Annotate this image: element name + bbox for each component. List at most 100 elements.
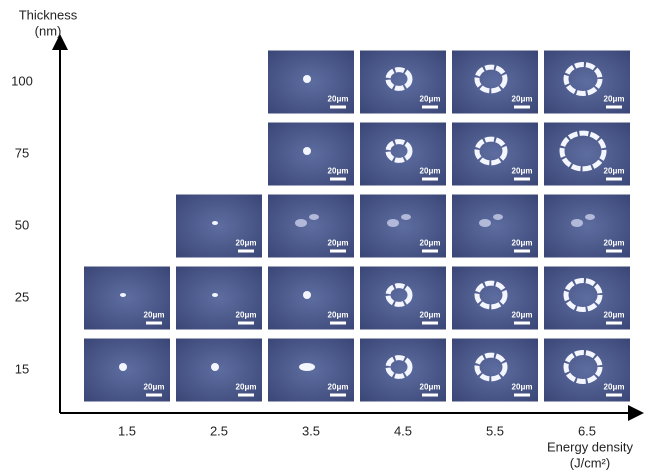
scale-bar bbox=[606, 394, 622, 397]
image-background bbox=[268, 51, 354, 114]
scale-bar-label: 20μm bbox=[236, 239, 257, 248]
image-background bbox=[544, 51, 630, 114]
scale-bar bbox=[330, 106, 346, 109]
scale-bar-label: 20μm bbox=[328, 95, 349, 104]
micrograph: 20μm bbox=[176, 339, 262, 402]
scale-bar-label: 20μm bbox=[604, 239, 625, 248]
damage-spot bbox=[295, 219, 307, 227]
scale-bar-label: 20μm bbox=[512, 239, 533, 248]
image-background bbox=[176, 267, 262, 330]
micrograph: 20μm bbox=[268, 51, 354, 114]
scale-bar bbox=[606, 322, 622, 325]
micrograph: 20μm bbox=[544, 339, 630, 402]
micrograph: 20μm bbox=[452, 195, 538, 258]
image-background bbox=[268, 195, 354, 258]
damage-spot bbox=[120, 293, 126, 297]
scale-bar-label: 20μm bbox=[328, 167, 349, 176]
y-tick-label: 50 bbox=[15, 217, 29, 232]
scale-bar-label: 20μm bbox=[144, 383, 165, 392]
image-background bbox=[452, 195, 538, 258]
image-grid: 20μm20μm20μm20μm20μm20μm20μm20μm20μm20μm… bbox=[84, 51, 630, 402]
y-tick-label: 25 bbox=[15, 289, 29, 304]
damage-spot bbox=[212, 221, 218, 225]
micrograph: 20μm bbox=[360, 195, 446, 258]
scale-bar bbox=[330, 322, 346, 325]
y-axis-title: Thickness bbox=[19, 7, 78, 22]
scale-bar bbox=[514, 394, 530, 397]
figure: Thickness (nm) Energy density (J/cm²) 20… bbox=[0, 0, 655, 474]
scale-bar bbox=[146, 394, 162, 397]
scale-bar bbox=[514, 178, 530, 181]
damage-spot bbox=[479, 219, 491, 227]
damage-spot bbox=[212, 293, 218, 297]
micrograph: 20μm bbox=[268, 267, 354, 330]
scale-bar bbox=[422, 322, 438, 325]
scale-bar bbox=[606, 178, 622, 181]
scale-bar bbox=[330, 394, 346, 397]
micrograph: 20μm bbox=[452, 267, 538, 330]
image-background bbox=[360, 123, 446, 186]
scale-bar bbox=[422, 178, 438, 181]
damage-spot bbox=[303, 75, 311, 83]
x-tick-label: 1.5 bbox=[118, 423, 136, 438]
micrograph: 20μm bbox=[360, 267, 446, 330]
image-background bbox=[452, 339, 538, 402]
scale-bar bbox=[422, 106, 438, 109]
image-background bbox=[268, 267, 354, 330]
scale-bar bbox=[330, 250, 346, 253]
damage-spot bbox=[493, 214, 503, 220]
image-background bbox=[360, 267, 446, 330]
damage-spot bbox=[387, 219, 399, 227]
micrograph: 20μm bbox=[452, 123, 538, 186]
image-background bbox=[84, 339, 170, 402]
x-tick-label: 3.5 bbox=[302, 423, 320, 438]
damage-spot bbox=[401, 214, 411, 220]
damage-spot bbox=[303, 147, 311, 155]
image-background bbox=[268, 123, 354, 186]
y-tick-label: 15 bbox=[15, 361, 29, 376]
y-axis-title: (nm) bbox=[35, 23, 62, 38]
scale-bar-label: 20μm bbox=[420, 95, 441, 104]
image-background bbox=[544, 195, 630, 258]
scale-bar-label: 20μm bbox=[604, 167, 625, 176]
scale-bar-label: 20μm bbox=[604, 383, 625, 392]
x-axis-title: (J/cm²) bbox=[570, 455, 610, 470]
scale-bar-label: 20μm bbox=[420, 239, 441, 248]
damage-spot bbox=[303, 291, 311, 299]
micrograph: 20μm bbox=[176, 267, 262, 330]
micrograph: 20μm bbox=[544, 123, 630, 186]
x-tick-label: 4.5 bbox=[394, 423, 412, 438]
image-background bbox=[84, 267, 170, 330]
scale-bar-label: 20μm bbox=[604, 95, 625, 104]
micrograph: 20μm bbox=[360, 339, 446, 402]
scale-bar-label: 20μm bbox=[512, 311, 533, 320]
micrograph: 20μm bbox=[84, 339, 170, 402]
scale-bar-label: 20μm bbox=[236, 383, 257, 392]
scale-bar bbox=[514, 106, 530, 109]
scale-bar bbox=[606, 250, 622, 253]
y-tick-label: 100 bbox=[11, 73, 33, 88]
scale-bar-label: 20μm bbox=[328, 311, 349, 320]
scale-bar-label: 20μm bbox=[512, 95, 533, 104]
image-background bbox=[360, 195, 446, 258]
micrograph: 20μm bbox=[268, 123, 354, 186]
damage-spot bbox=[571, 219, 583, 227]
image-background bbox=[360, 339, 446, 402]
damage-spot bbox=[299, 363, 315, 371]
scale-bar bbox=[238, 322, 254, 325]
micrograph: 20μm bbox=[452, 339, 538, 402]
x-tick-label: 6.5 bbox=[578, 423, 596, 438]
image-background bbox=[544, 267, 630, 330]
micrograph: 20μm bbox=[452, 51, 538, 114]
scale-bar-label: 20μm bbox=[144, 311, 165, 320]
image-background bbox=[176, 339, 262, 402]
scale-bar-label: 20μm bbox=[328, 239, 349, 248]
scale-bar bbox=[514, 322, 530, 325]
scale-bar-label: 20μm bbox=[236, 311, 257, 320]
scale-bar bbox=[238, 394, 254, 397]
image-background bbox=[452, 123, 538, 186]
scale-bar bbox=[422, 394, 438, 397]
scale-bar-label: 20μm bbox=[420, 167, 441, 176]
damage-spot bbox=[119, 363, 127, 371]
x-axis-title: Energy density bbox=[547, 439, 633, 454]
